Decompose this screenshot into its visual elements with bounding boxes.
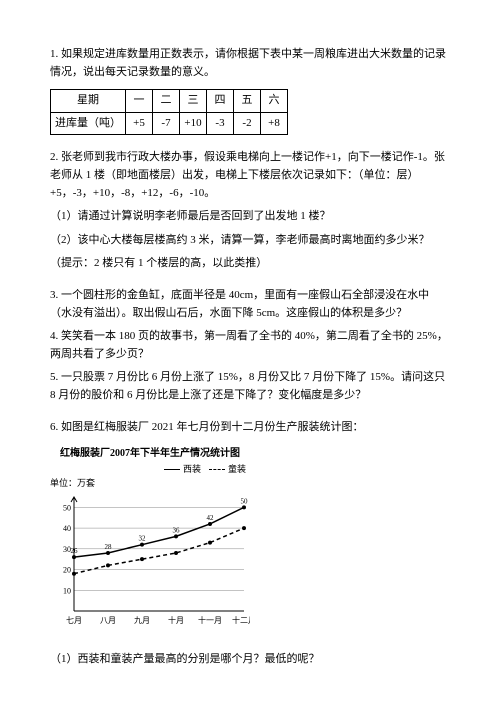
th: 四 [207,90,234,113]
th: 五 [234,90,261,113]
q6-intro: 6. 如图是红梅服装厂 2021 年七月份到十二月份生产服装统计图： [50,419,450,437]
legend-dash-icon [209,469,225,470]
td: +10 [180,112,207,135]
legend-label: 童装 [228,462,246,476]
svg-text:26: 26 [71,547,79,555]
legend-label: 西装 [183,462,201,476]
q3-text: 3. 一个圆柱形的金鱼缸，底面半径是 40cm，里面有一座假山石全部浸没在水中（… [50,287,450,322]
chart-legend: 西装 童装 [50,462,250,476]
th: 二 [153,90,180,113]
svg-text:七月: 七月 [66,616,82,625]
svg-text:十月: 十月 [168,615,184,625]
svg-text:十二月: 十二月 [232,615,250,625]
chart-unit: 单位：万套 [50,476,250,490]
q2-line1: 2. 张老师到我市行政大楼办事，假设乘电梯向上一楼记作+1，向下一楼记作-1。张… [50,149,450,202]
th: 三 [180,90,207,113]
svg-text:50: 50 [241,497,249,505]
th: 星期 [51,90,126,113]
line-chart: 1020304050七月八月九月十月十一月十二月262832364250 [50,491,250,631]
q2-sub1: （1）请通过计算说明李老师最后是否回到了出发地 1 楼？ [50,208,450,226]
th: 六 [261,90,288,113]
td: -2 [234,112,261,135]
q4-text: 4. 笑笑看一本 180 页的故事书，第一周看了全书的 40%，第二周看了全书的… [50,328,450,363]
q1-text: 1. 如果规定进库数量用正数表示，请你根据下表中某一周粮库进出大米数量的记录情况… [50,46,450,81]
td: +5 [126,112,153,135]
q5-text: 5. 一只股票 7 月份比 6 月份上涨了 15%，8 月份又比 7 月份下降了… [50,369,450,404]
svg-text:八月: 八月 [100,616,116,625]
svg-text:36: 36 [173,526,181,534]
th: 一 [126,90,153,113]
legend-line-icon [164,469,180,470]
td: -7 [153,112,180,135]
td: 进库量（吨） [51,112,126,135]
chart-container: 红梅服装厂2007年下半年生产情况统计图 西装 童装 单位：万套 1020304… [50,446,250,637]
chart-title: 红梅服装厂2007年下半年生产情况统计图 [50,446,250,462]
td: -3 [207,112,234,135]
svg-text:40: 40 [63,524,71,533]
svg-text:28: 28 [105,543,113,551]
svg-text:32: 32 [139,535,147,543]
svg-text:十一月: 十一月 [198,615,222,625]
svg-text:10: 10 [63,586,71,595]
td: +8 [261,112,288,135]
q2-hint: （提示：2 楼只有 1 个楼层的高，以此类推） [50,255,450,273]
svg-text:50: 50 [63,503,71,512]
q1-table: 星期 一 二 三 四 五 六 进库量（吨） +5 -7 +10 -3 -2 +8 [50,89,288,135]
q6-sub1: （1）西装和童装产量最高的分别是哪个月？最低的呢？ [50,651,450,669]
svg-text:20: 20 [63,565,71,574]
q2-sub2: （2）该中心大楼每层楼高约 3 米，请算一算，李老师最高时离地面约多少米？ [50,232,450,250]
svg-text:42: 42 [207,514,215,522]
svg-text:九月: 九月 [134,616,150,625]
